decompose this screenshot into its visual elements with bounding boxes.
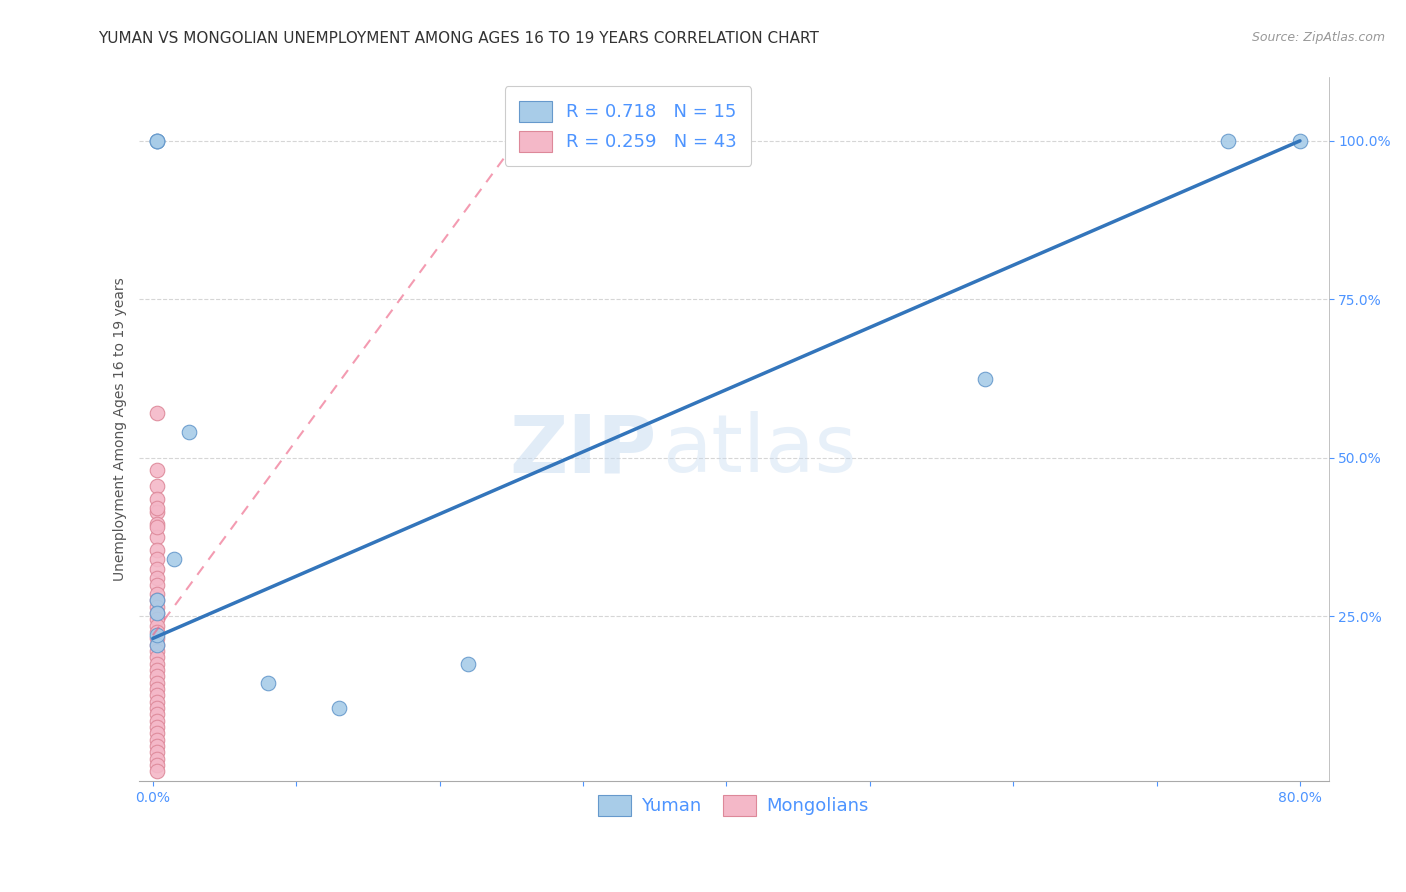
Point <box>146 587 169 601</box>
Point <box>146 134 169 148</box>
Point <box>146 663 169 677</box>
Point <box>146 618 169 632</box>
Point <box>146 577 169 591</box>
Point <box>146 599 169 614</box>
Point <box>146 134 169 148</box>
Point <box>146 542 169 557</box>
Point <box>146 479 169 493</box>
Point <box>457 657 479 671</box>
Point <box>146 520 169 534</box>
Point <box>146 517 169 532</box>
Point <box>146 552 169 566</box>
Point <box>146 593 169 607</box>
Point <box>1218 134 1240 148</box>
Point <box>146 644 169 658</box>
Point <box>146 689 169 703</box>
Point <box>146 726 169 740</box>
Point <box>328 701 350 715</box>
Point <box>177 425 200 440</box>
Point <box>146 764 169 779</box>
Point <box>163 552 186 566</box>
Point <box>146 593 169 607</box>
Point <box>146 530 169 544</box>
Point <box>146 657 169 671</box>
Point <box>146 638 169 652</box>
Point <box>146 695 169 709</box>
Point <box>146 732 169 747</box>
Point <box>146 606 169 620</box>
Point <box>146 491 169 506</box>
Y-axis label: Unemployment Among Ages 16 to 19 years: Unemployment Among Ages 16 to 19 years <box>114 277 128 581</box>
Text: atlas: atlas <box>662 411 856 490</box>
Point <box>146 562 169 576</box>
Point <box>146 632 169 646</box>
Text: YUMAN VS MONGOLIAN UNEMPLOYMENT AMONG AGES 16 TO 19 YEARS CORRELATION CHART: YUMAN VS MONGOLIAN UNEMPLOYMENT AMONG AG… <box>98 31 820 46</box>
Point <box>146 628 169 642</box>
Point <box>146 625 169 640</box>
Point <box>146 571 169 585</box>
Point <box>146 501 169 516</box>
Point <box>146 606 169 620</box>
Point <box>146 707 169 722</box>
Point <box>146 669 169 683</box>
Text: ZIP: ZIP <box>509 411 657 490</box>
Point <box>146 650 169 665</box>
Point <box>146 406 169 420</box>
Point <box>1289 134 1312 148</box>
Point <box>146 746 169 760</box>
Point <box>256 675 278 690</box>
Point <box>146 758 169 772</box>
Point <box>146 701 169 715</box>
Legend: Yuman, Mongolians: Yuman, Mongolians <box>589 786 879 825</box>
Point <box>146 134 169 148</box>
Text: Source: ZipAtlas.com: Source: ZipAtlas.com <box>1251 31 1385 45</box>
Point <box>146 739 169 753</box>
Point <box>973 371 995 385</box>
Point <box>146 682 169 697</box>
Point <box>146 638 169 652</box>
Point <box>146 505 169 519</box>
Point <box>146 752 169 766</box>
Point <box>146 675 169 690</box>
Point <box>146 463 169 477</box>
Point <box>146 612 169 626</box>
Point <box>146 720 169 734</box>
Point <box>146 714 169 728</box>
